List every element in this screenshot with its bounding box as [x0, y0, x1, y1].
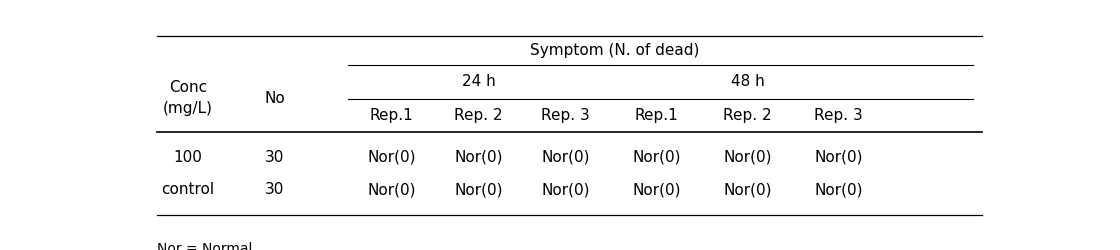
Text: 30: 30: [264, 182, 284, 197]
Text: Nor(0): Nor(0): [367, 150, 416, 164]
Text: Rep.1: Rep.1: [635, 108, 679, 123]
Text: Nor(0): Nor(0): [632, 182, 681, 197]
Text: Nor(0): Nor(0): [814, 182, 864, 197]
Text: Nor(0): Nor(0): [724, 182, 772, 197]
Text: Nor(0): Nor(0): [455, 182, 503, 197]
Text: Rep. 2: Rep. 2: [724, 108, 772, 123]
Text: control: control: [161, 182, 214, 197]
Text: 24 h: 24 h: [461, 74, 495, 90]
Text: Nor(0): Nor(0): [632, 150, 681, 164]
Text: Nor(0): Nor(0): [724, 150, 772, 164]
Text: Rep. 3: Rep. 3: [541, 108, 590, 123]
Text: Nor(0): Nor(0): [541, 182, 589, 197]
Text: Nor(0): Nor(0): [814, 150, 864, 164]
Text: Rep. 3: Rep. 3: [814, 108, 864, 123]
Text: Rep.1: Rep.1: [370, 108, 413, 123]
Text: Rep. 2: Rep. 2: [455, 108, 503, 123]
Text: 100: 100: [174, 150, 203, 164]
Text: 30: 30: [264, 150, 284, 164]
Text: Nor(0): Nor(0): [541, 150, 589, 164]
Text: Conc
(mg/L): Conc (mg/L): [162, 80, 213, 116]
Text: Nor(0): Nor(0): [367, 182, 416, 197]
Text: Nor(0): Nor(0): [455, 150, 503, 164]
Text: Nor = Normal: Nor = Normal: [157, 242, 253, 250]
Text: 48 h: 48 h: [730, 74, 765, 90]
Text: No: No: [264, 91, 284, 106]
Text: Symptom (N. of dead): Symptom (N. of dead): [530, 43, 700, 58]
